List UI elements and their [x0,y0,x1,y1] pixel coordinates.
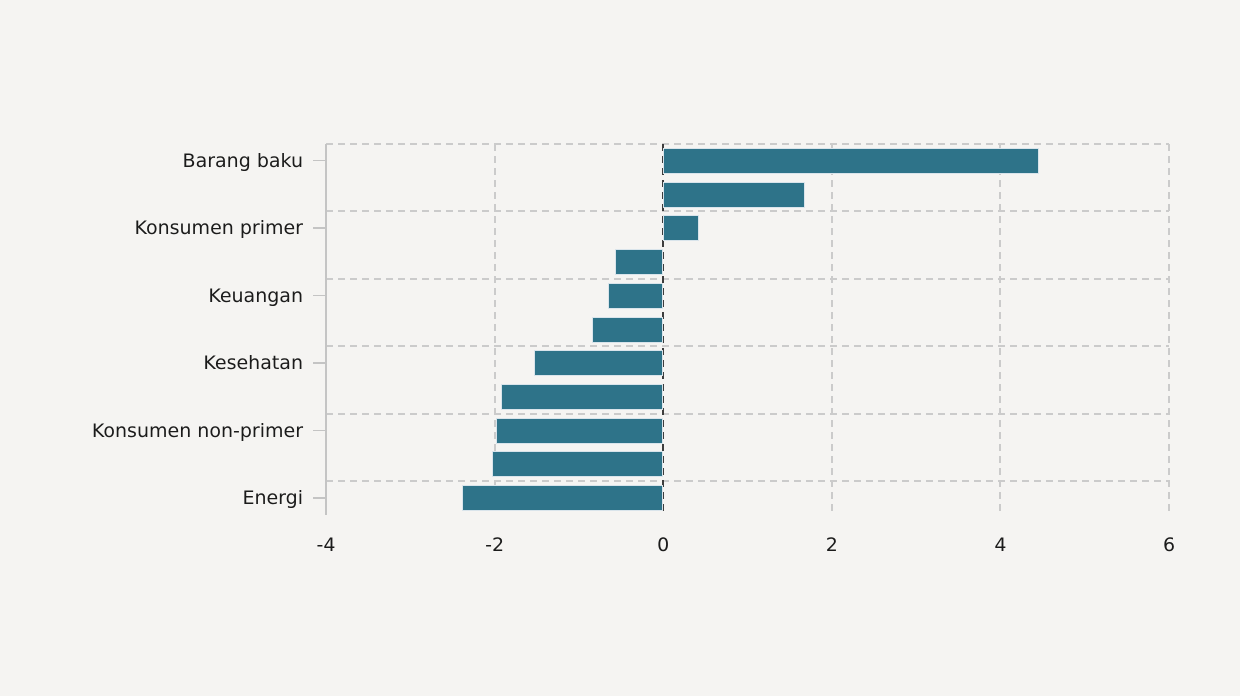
bar-barang-baku [663,147,1040,174]
plot-area [325,143,1170,515]
horizontal-gridline [326,210,1169,213]
vertical-gridline [999,144,1002,515]
y-tick-label: Energi [242,487,303,510]
x-tick-label: -2 [485,534,505,556]
x-tick-label: 6 [1162,534,1176,556]
vertical-gridline [493,144,496,515]
y-tick-mark [313,429,326,432]
y-axis-spine [325,144,327,515]
vertical-gridline [830,144,833,515]
bar [615,249,664,276]
x-tick-label: 2 [825,534,838,556]
y-tick-mark [313,497,326,499]
y-tick-mark [313,362,326,364]
bar [500,383,664,410]
x-tick-label: -4 [316,534,336,556]
y-tick-mark [313,227,326,229]
x-tick-label: 0 [657,534,670,556]
y-tick-label: Konsumen non-primer [91,419,303,442]
horizontal-gridline [326,345,1169,348]
horizontal-gridline [326,412,1169,415]
y-tick-label: Konsumen primer [134,217,303,240]
bar-keuangan [607,282,664,309]
bar [663,181,805,208]
bar [591,316,664,343]
bar-energi [461,485,664,512]
zero-line [662,144,665,515]
horizontal-gridline [326,143,1169,145]
y-tick-label: Keuangan [208,284,303,307]
vertical-gridline [1168,144,1170,515]
y-tick-mark [313,159,326,162]
bar-kesehatan [534,350,664,377]
bar-konsumen-primer [663,215,699,242]
y-tick-label: Barang baku [182,149,303,172]
horizontal-gridline [326,480,1169,483]
horizontal-gridline [326,277,1169,280]
y-tick-label: Kesehatan [203,352,303,375]
bar-konsumen-non-primer [496,417,664,444]
bar [492,451,664,478]
x-tick-label: 4 [994,534,1007,556]
y-tick-mark [313,294,326,297]
